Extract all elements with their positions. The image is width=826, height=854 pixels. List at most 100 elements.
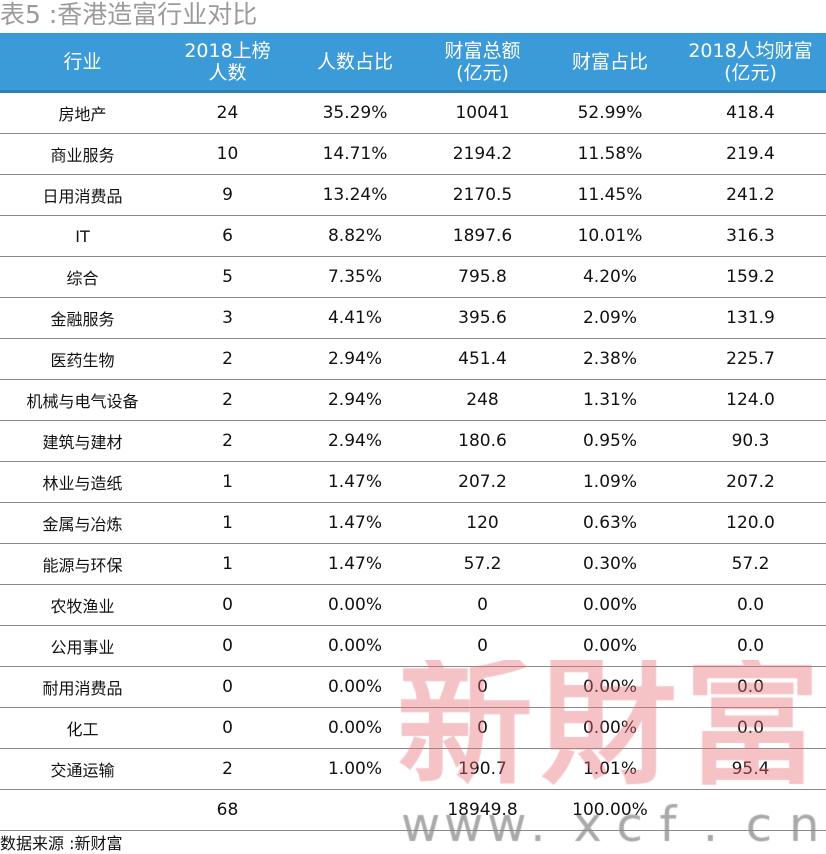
table-cell: 房地产 — [0, 91, 165, 134]
table-cell: 0.00% — [545, 707, 675, 749]
table-cell: 2.09% — [545, 297, 675, 339]
table-cell: 100.00% — [545, 789, 675, 831]
table-cell: 2 — [165, 420, 290, 462]
table-cell: 建筑与建材 — [0, 420, 165, 462]
table-cell: 机械与电气设备 — [0, 379, 165, 421]
table-cell: 0.00% — [290, 625, 420, 667]
table-cell: 10 — [165, 133, 290, 175]
table-cell: 2194.2 — [420, 133, 545, 175]
table-cell: 241.2 — [675, 174, 826, 216]
table-cell: 190.7 — [420, 748, 545, 790]
table-cell: 0.00% — [545, 625, 675, 667]
table-row: 能源与环保 1 1.47% 57.2 0.30% 57.2 — [0, 543, 826, 585]
table-row: 交通运输 2 1.00% 190.7 1.01% 95.4 — [0, 748, 826, 790]
table-cell: 795.8 — [420, 256, 545, 298]
table-cell: 交通运输 — [0, 748, 165, 790]
table-cell: 3 — [165, 297, 290, 339]
table-cell: 1.47% — [290, 461, 420, 503]
table-cell: 2.94% — [290, 338, 420, 380]
table-row: IT 6 8.82% 1897.6 10.01% 316.3 — [0, 215, 826, 257]
table-cell: 9 — [165, 174, 290, 216]
table-cell: 0.00% — [290, 584, 420, 626]
table-cell: 1 — [165, 461, 290, 503]
table-row: 耐用消费品 0 0.00% 0 0.00% 0.0 — [0, 666, 826, 708]
total-row: 68 18949.8 100.00% — [0, 789, 826, 831]
table-cell: 1.09% — [545, 461, 675, 503]
table-cell: 综合 — [0, 256, 165, 298]
table-cell: 0.00% — [545, 666, 675, 708]
table-cell — [675, 789, 826, 831]
table-cell: 11.45% — [545, 174, 675, 216]
table-cell: 林业与造纸 — [0, 461, 165, 503]
table-cell: 10041 — [420, 91, 545, 134]
table-cell: 1.47% — [290, 502, 420, 544]
table-cell: 13.24% — [290, 174, 420, 216]
table-cell: 能源与环保 — [0, 543, 165, 585]
table-cell: 120.0 — [675, 502, 826, 544]
table-cell: 4.41% — [290, 297, 420, 339]
table-cell: 18949.8 — [420, 789, 545, 831]
table-cell: 8.82% — [290, 215, 420, 257]
table-row: 金融服务 3 4.41% 395.6 2.09% 131.9 — [0, 297, 826, 339]
table-cell: 0.95% — [545, 420, 675, 462]
table-cell: 0.0 — [675, 707, 826, 749]
table-cell: 451.4 — [420, 338, 545, 380]
table-cell — [0, 789, 165, 831]
table-cell: 207.2 — [675, 461, 826, 503]
table-cell: 公用事业 — [0, 625, 165, 667]
table-cell: 0 — [165, 666, 290, 708]
column-header: 2018上榜 人数 — [165, 33, 290, 93]
table-cell: 1.31% — [545, 379, 675, 421]
table-cell: 90.3 — [675, 420, 826, 462]
table-cell: 207.2 — [420, 461, 545, 503]
table-cell: 11.58% — [545, 133, 675, 175]
table-cell: 0 — [420, 707, 545, 749]
table-cell: 2.94% — [290, 420, 420, 462]
table-row: 医药生物 2 2.94% 451.4 2.38% 225.7 — [0, 338, 826, 380]
table-cell: 5 — [165, 256, 290, 298]
table-cell: 52.99% — [545, 91, 675, 134]
table-cell: 日用消费品 — [0, 174, 165, 216]
table-row: 公用事业 0 0.00% 0 0.00% 0.0 — [0, 625, 826, 667]
table-cell: 化工 — [0, 707, 165, 749]
table-cell: 57.2 — [675, 543, 826, 585]
table-cell: 2170.5 — [420, 174, 545, 216]
table-row: 机械与电气设备 2 2.94% 248 1.31% 124.0 — [0, 379, 826, 421]
table-cell: 0.00% — [290, 707, 420, 749]
table-cell: 120 — [420, 502, 545, 544]
column-header: 行业 — [0, 33, 165, 93]
table-cell: 1 — [165, 543, 290, 585]
source-note: 数据来源 :新财富 — [0, 834, 123, 853]
table-cell: 418.4 — [675, 91, 826, 134]
table-cell: 耐用消费品 — [0, 666, 165, 708]
table-cell: 0.00% — [290, 666, 420, 708]
table-cell: 1897.6 — [420, 215, 545, 257]
table-title: 表5 :香港造富行业对比 — [0, 0, 258, 29]
table-cell: 14.71% — [290, 133, 420, 175]
table-cell: 农牧渔业 — [0, 584, 165, 626]
table-cell: 159.2 — [675, 256, 826, 298]
table-row: 林业与造纸 1 1.47% 207.2 1.09% 207.2 — [0, 461, 826, 503]
table-cell: 2 — [165, 379, 290, 421]
table-row: 综合 5 7.35% 795.8 4.20% 159.2 — [0, 256, 826, 298]
table-cell: 0 — [165, 707, 290, 749]
table-cell: 225.7 — [675, 338, 826, 380]
table-cell: 57.2 — [420, 543, 545, 585]
column-header: 2018人均财富 (亿元) — [675, 33, 826, 93]
table-row: 化工 0 0.00% 0 0.00% 0.0 — [0, 707, 826, 749]
table-cell: 2.38% — [545, 338, 675, 380]
table-cell: 2.94% — [290, 379, 420, 421]
table-row: 金属与冶炼 1 1.47% 120 0.63% 120.0 — [0, 502, 826, 544]
table-cell: 金融服务 — [0, 297, 165, 339]
table-cell: 95.4 — [675, 748, 826, 790]
column-header: 财富占比 — [545, 33, 675, 93]
table-cell: 金属与冶炼 — [0, 502, 165, 544]
table-cell: 24 — [165, 91, 290, 134]
table-cell: 0 — [420, 584, 545, 626]
table-cell: 商业服务 — [0, 133, 165, 175]
table-cell: 0 — [165, 625, 290, 667]
table-cell: 1 — [165, 502, 290, 544]
table-cell: 2 — [165, 338, 290, 380]
table-cell: 4.20% — [545, 256, 675, 298]
table-cell: 0.00% — [545, 584, 675, 626]
